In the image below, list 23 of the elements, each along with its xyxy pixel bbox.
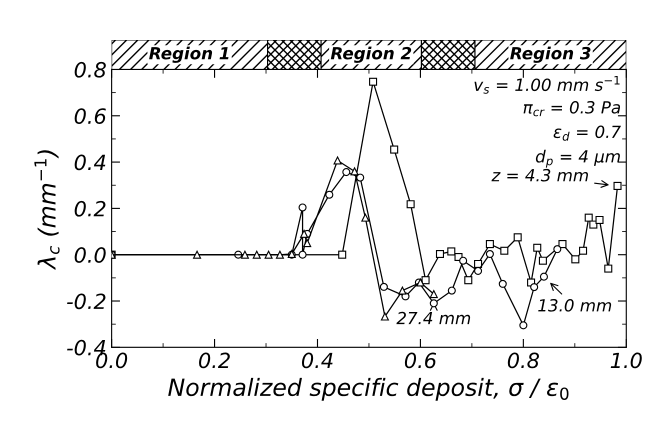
y-tick-label: 0.8 xyxy=(74,62,106,78)
annotation: z = 4.3 mm xyxy=(492,168,588,182)
annotation: π$_{cr}$ = 0.3 Pa xyxy=(524,101,620,116)
x-tick-label: 0.6 xyxy=(404,352,436,368)
y-tick-label: 0.0 xyxy=(74,247,106,263)
y-tick-label: 0.6 xyxy=(74,108,106,124)
annotation: v$_{s}$ = 1.00 mm s$^{−1}$ xyxy=(474,76,620,94)
text: Region 2 xyxy=(330,46,412,63)
x-axis-title: Normalized specific deposit, σ / ε$_{0}$ xyxy=(168,378,568,401)
x-tick-label: 0.2 xyxy=(199,352,230,368)
text: Region 3 xyxy=(510,46,590,63)
x-tick-label: 0.4 xyxy=(302,352,333,368)
text: Region 1 xyxy=(149,46,228,63)
annotation: 27.4 mm xyxy=(396,312,470,324)
y-tick-label: 0.2 xyxy=(74,200,106,217)
annotation: d$_{p}$ = 4 μm xyxy=(536,150,620,168)
y-tick-label: -0.2 xyxy=(67,293,106,310)
annotation: ε$_{d}$ = 0.7 xyxy=(554,125,621,141)
x-tick-label: 1.0 xyxy=(610,352,642,368)
x-tick-label: 0.8 xyxy=(508,352,540,368)
y-axis-title: λ$_{c}$ (mm$^{−1}$) xyxy=(34,150,60,270)
annotation: 13.0 mm xyxy=(538,299,612,312)
y-tick-label: 0.4 xyxy=(74,154,106,170)
